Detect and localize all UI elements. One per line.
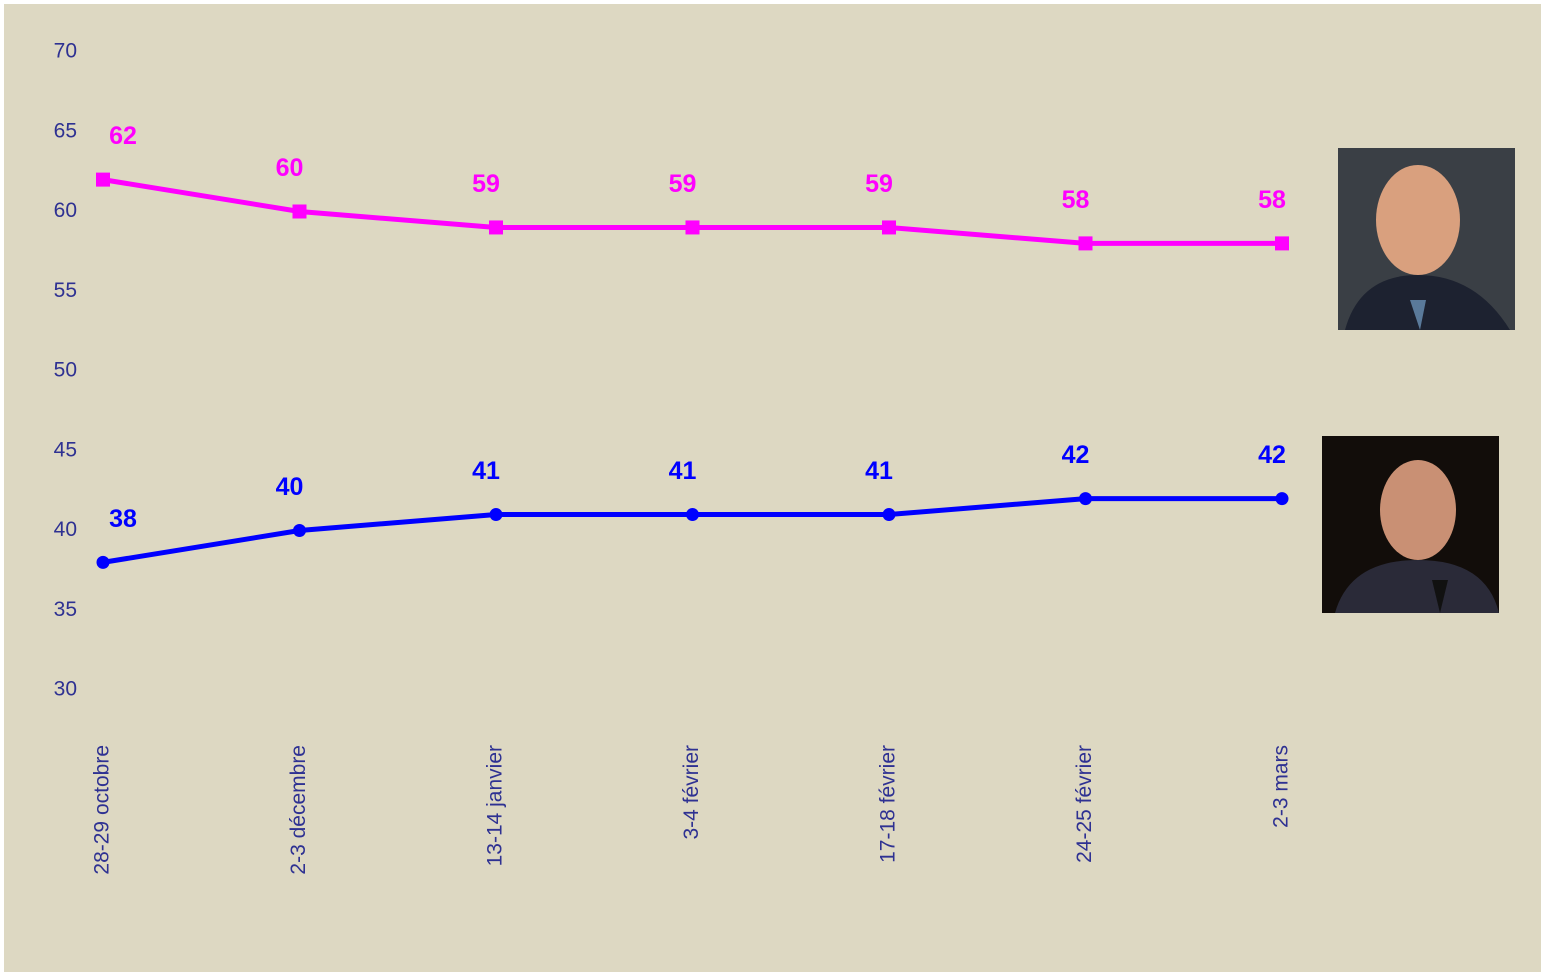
marker: [292, 204, 307, 219]
x-tick-label: 2-3 mars: [1270, 745, 1293, 828]
marker: [686, 508, 699, 522]
marker: [882, 508, 896, 522]
value-label: 59: [669, 170, 697, 198]
marker: [96, 172, 110, 187]
y-tick-label: 70: [54, 40, 77, 63]
value-label: 38: [109, 505, 137, 533]
y-tick-label: 60: [54, 199, 77, 222]
y-tick-label: 40: [54, 518, 77, 541]
marker: [1275, 492, 1289, 506]
y-tick-label: 55: [54, 279, 77, 302]
value-label: 42: [1258, 441, 1286, 469]
photo-tie: [1410, 300, 1426, 330]
marker: [489, 220, 503, 235]
marker: [1078, 236, 1093, 251]
photo-suit: [1345, 275, 1510, 330]
y-tick-label: 45: [54, 438, 77, 461]
value-label: 41: [865, 457, 893, 485]
photo-suit: [1335, 560, 1499, 613]
photo-face: [1380, 460, 1456, 560]
marker: [1079, 492, 1092, 506]
x-tick-label: 3-4 février: [680, 745, 703, 840]
value-label: 60: [276, 154, 304, 182]
value-label: 41: [472, 457, 500, 485]
y-tick-label: 65: [54, 119, 77, 142]
marker: [882, 220, 896, 235]
x-tick-label: 13-14 janvier: [484, 745, 507, 866]
x-tick-label: 24-25 février: [1073, 745, 1096, 863]
marker: [96, 555, 110, 569]
marker: [489, 508, 503, 522]
value-label: 42: [1062, 441, 1090, 469]
x-tick-label: 28-29 octobre: [91, 745, 114, 875]
y-tick-label: 50: [54, 359, 77, 382]
x-tick-label: 2-3 décembre: [287, 745, 310, 875]
value-label: 59: [865, 170, 893, 198]
value-label: 58: [1062, 186, 1090, 214]
photo-bottom: [1322, 436, 1499, 613]
value-label: 41: [669, 457, 697, 485]
value-label: 40: [276, 473, 304, 501]
marker: [1275, 236, 1289, 251]
photo-face: [1376, 165, 1460, 275]
value-label: 62: [109, 122, 137, 150]
photo-top: [1338, 148, 1515, 330]
marker: [685, 220, 700, 235]
marker: [293, 524, 306, 537]
y-tick-label: 35: [54, 598, 77, 621]
y-tick-label: 30: [54, 678, 77, 701]
value-label: 58: [1258, 186, 1286, 214]
value-label: 59: [472, 170, 500, 198]
x-tick-label: 17-18 février: [877, 745, 900, 863]
chart-background: [4, 4, 1541, 972]
photo-tie: [1432, 580, 1448, 613]
